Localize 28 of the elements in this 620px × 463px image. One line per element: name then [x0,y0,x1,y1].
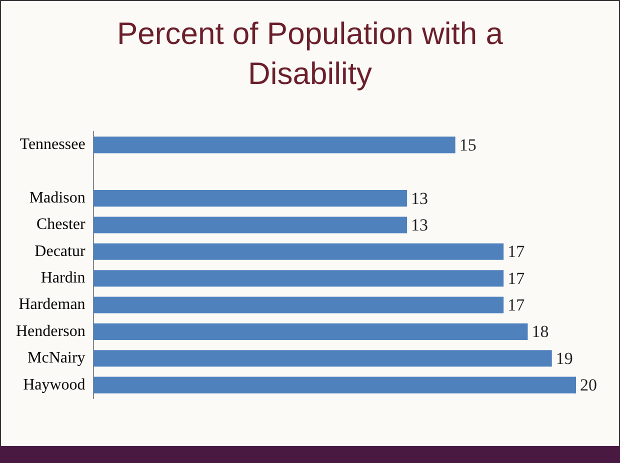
y-tick-label: Henderson [16,322,86,340]
bar [93,376,576,394]
chart-title: Percent of Population with a Disability [116,15,504,93]
data-label: 17 [508,268,526,288]
data-label: 13 [411,188,428,208]
data-label: 19 [556,348,573,368]
bar [93,243,504,260]
y-tick-label: Madison [29,190,86,207]
data-label: 17 [508,242,526,262]
data-label: 20 [580,376,597,395]
data-label: 18 [532,322,549,342]
y-tick-label: Tennessee [20,136,86,154]
bar [93,323,528,340]
y-tick-label: Chester [36,216,86,234]
data-label: 13 [411,215,428,234]
y-tick-label: Decatur [34,242,86,260]
bar [93,296,504,314]
bar [93,350,552,367]
y-tick-label: Hardeman [18,296,86,314]
y-tick-label: Hardin [40,270,86,287]
bar [93,190,408,207]
data-label: 15 [459,135,476,154]
bar [93,270,504,287]
bar [93,216,408,234]
y-tick-label: Haywood [23,376,86,394]
bar [93,136,456,154]
y-tick-label: McNairy [28,350,86,367]
data-label: 17 [508,295,526,314]
